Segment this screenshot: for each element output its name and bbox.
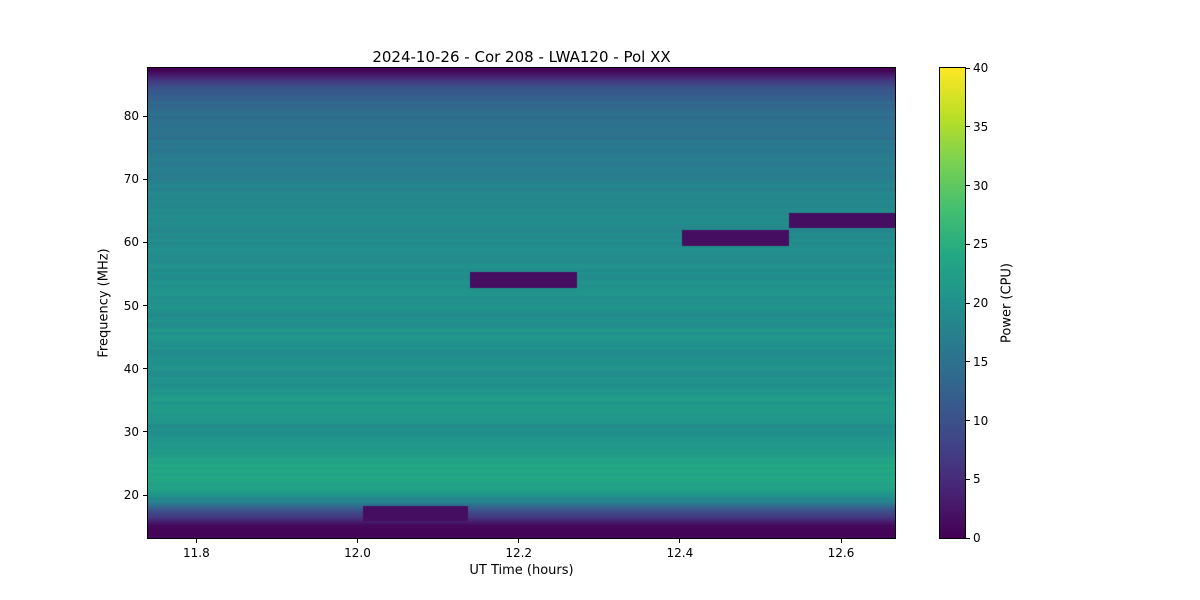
colorbar-tick-mark xyxy=(966,537,970,539)
colorbar-tick-mark xyxy=(966,420,970,421)
y-tick-mark xyxy=(143,494,147,496)
x-tick-mark xyxy=(357,539,358,543)
y-tick-mark xyxy=(143,305,147,307)
x-axis-label: UT Time (hours) xyxy=(469,563,574,578)
colorbar-tick-mark xyxy=(966,185,970,186)
x-tick-label: 12.0 xyxy=(344,546,371,560)
colorbar-tick-label: 5 xyxy=(973,472,981,487)
x-tick-mark xyxy=(518,539,520,543)
x-tick-label: 12.2 xyxy=(505,546,533,560)
x-tick-label: 11.8 xyxy=(182,546,210,560)
y-tick-label: 20 xyxy=(123,488,139,503)
y-tick-label: 70 xyxy=(123,172,139,187)
y-tick-label: 40 xyxy=(123,361,139,376)
spectrogram-canvas xyxy=(147,67,896,539)
y-tick-mark xyxy=(143,368,147,370)
y-tick-label: 50 xyxy=(123,298,139,313)
x-tick-label: 12.6 xyxy=(827,546,855,560)
colorbar-tick-mark xyxy=(966,67,970,69)
colorbar-tick-label: 35 xyxy=(973,119,989,134)
colorbar-tick-mark xyxy=(966,478,970,480)
colorbar-canvas xyxy=(939,67,966,539)
colorbar-tick-label: 0 xyxy=(973,531,981,545)
x-tick-mark xyxy=(679,539,681,543)
colorbar-tick-label: 10 xyxy=(973,413,989,428)
y-tick-mark xyxy=(143,115,147,117)
colorbar-tick-label: 40 xyxy=(973,61,989,75)
y-tick-mark xyxy=(143,431,147,433)
y-tick-label: 80 xyxy=(123,109,139,123)
x-tick-label: 12.4 xyxy=(666,546,694,560)
colorbar-tick-label: 30 xyxy=(973,178,989,193)
y-tick-mark xyxy=(143,178,147,180)
y-tick-label: 60 xyxy=(123,235,139,250)
x-tick-mark xyxy=(195,539,197,543)
x-tick-mark xyxy=(840,539,842,543)
colorbar-tick-mark xyxy=(966,361,970,363)
colorbar-tick-mark xyxy=(966,126,970,128)
colorbar-tick-label: 20 xyxy=(973,296,989,310)
colorbar-tick-mark xyxy=(966,302,970,304)
y-tick-mark xyxy=(143,241,147,243)
colorbar-tick-label: 25 xyxy=(973,237,989,252)
colorbar-tick-label: 15 xyxy=(973,354,989,369)
plot-title: 2024-10-26 - Cor 208 - LWA120 - Pol XX xyxy=(372,48,671,66)
y-tick-label: 30 xyxy=(123,424,139,439)
colorbar-tick-mark xyxy=(966,243,970,245)
